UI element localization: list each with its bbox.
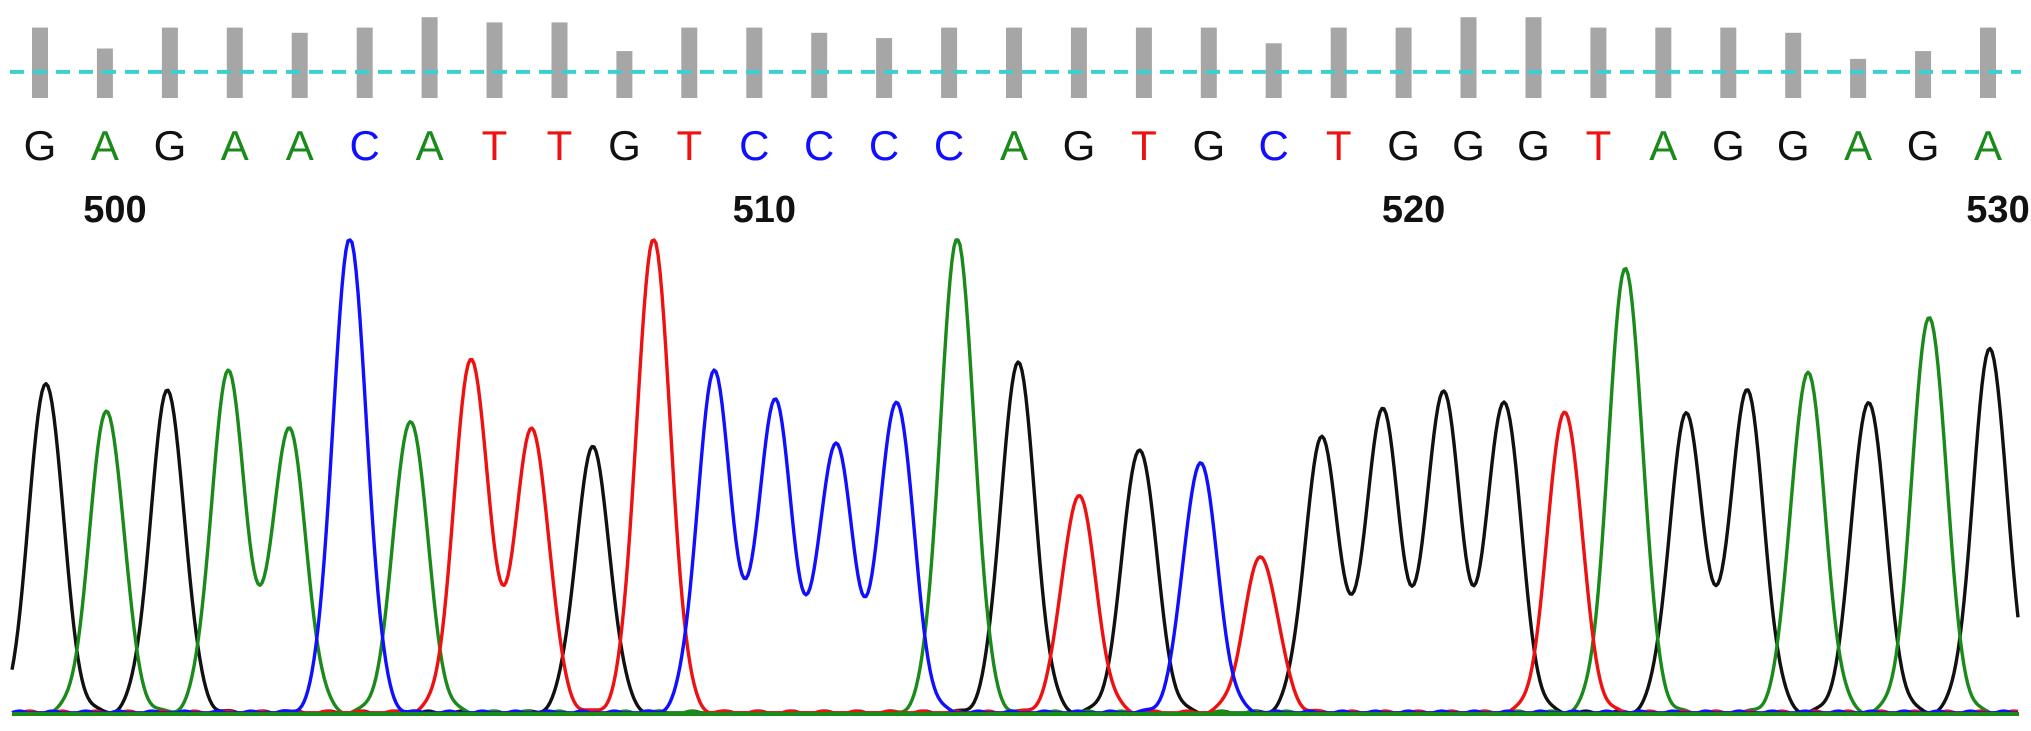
quality-bar (941, 27, 958, 99)
base-call-T: T (1326, 122, 1352, 169)
base-call-A: A (1844, 122, 1872, 169)
quality-bar (1525, 17, 1542, 99)
quality-bar (356, 27, 373, 99)
base-call-G: G (154, 122, 187, 169)
quality-bar (291, 32, 308, 98)
base-call-T: T (1586, 122, 1612, 169)
position-ruler: 500 510 520 530 (83, 189, 2030, 231)
position-label: 500 (83, 189, 146, 231)
quality-bar (1070, 27, 1087, 99)
trace-A (12, 238, 2019, 715)
quality-bar (1330, 27, 1347, 99)
quality-bar (1850, 58, 1867, 98)
base-call-G: G (1063, 122, 1096, 169)
quality-bar (551, 22, 568, 98)
base-call-G: G (1387, 122, 1420, 169)
base-call-T: T (547, 122, 573, 169)
quality-bar (1135, 27, 1152, 99)
base-call-A: A (1000, 122, 1028, 169)
quality-bar (1265, 43, 1282, 98)
base-call-T: T (1131, 122, 1157, 169)
trace-area (10, 238, 2020, 715)
base-call-C: C (350, 122, 380, 169)
base-call-G: G (24, 122, 57, 169)
base-call-A: A (221, 122, 249, 169)
base-call-C: C (739, 122, 769, 169)
quality-bar-track (32, 17, 1996, 99)
quality-bar (1655, 27, 1672, 99)
base-call-G: G (1712, 122, 1745, 169)
quality-bar (1915, 51, 1932, 98)
base-call-G: G (1517, 122, 1550, 169)
position-label: 520 (1382, 189, 1445, 231)
base-call-T: T (676, 122, 702, 169)
quality-bar (681, 27, 698, 99)
base-call-T: T (482, 122, 508, 169)
base-call-C: C (804, 122, 834, 169)
quality-bar (161, 27, 178, 99)
base-call-A: A (91, 122, 119, 169)
base-call-G: G (1452, 122, 1485, 169)
quality-bar (1200, 27, 1217, 99)
trace-C (11, 238, 2018, 715)
base-call-G: G (608, 122, 641, 169)
quality-bar (1590, 27, 1607, 99)
quality-bar (1785, 32, 1802, 98)
position-label: 530 (1966, 189, 2029, 231)
base-call-C: C (934, 122, 964, 169)
base-call-A: A (1974, 122, 2002, 169)
base-call-G: G (1777, 122, 1810, 169)
position-label: 510 (733, 189, 796, 231)
quality-bar (876, 38, 893, 98)
quality-bar (1980, 27, 1996, 99)
quality-bar (1460, 17, 1477, 99)
quality-bar (746, 27, 763, 99)
trace-T (12, 238, 2019, 715)
quality-bar (32, 27, 48, 99)
base-call-A: A (286, 122, 314, 169)
base-call-A: A (416, 122, 444, 169)
quality-bar (1720, 27, 1737, 99)
quality-bar (616, 51, 633, 98)
base-call-C: C (869, 122, 899, 169)
quality-bar (1395, 27, 1412, 99)
base-call-C: C (1259, 122, 1289, 169)
base-call-A: A (1649, 122, 1677, 169)
quality-bar (1006, 27, 1022, 99)
base-call-G: G (1192, 122, 1225, 169)
quality-bar (811, 32, 828, 98)
quality-bar (486, 22, 503, 98)
base-call-G: G (1907, 122, 1940, 169)
quality-bar (421, 17, 438, 99)
quality-bar (226, 27, 243, 99)
